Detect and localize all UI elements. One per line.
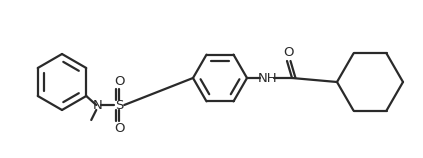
Text: N: N	[92, 98, 102, 112]
Text: O: O	[114, 75, 124, 88]
Text: NH: NH	[258, 72, 278, 85]
Text: S: S	[115, 98, 124, 112]
Text: O: O	[114, 122, 124, 136]
Text: O: O	[283, 46, 293, 60]
